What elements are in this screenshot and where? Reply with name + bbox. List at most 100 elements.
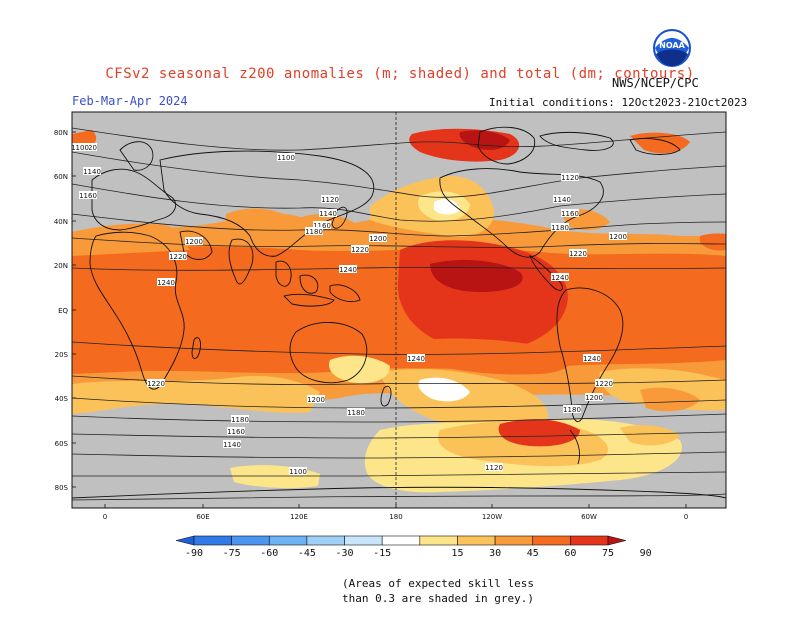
colorbar-arrow-right xyxy=(607,535,627,546)
svg-text:1180: 1180 xyxy=(231,416,249,424)
colorbar-label: -75 xyxy=(223,548,241,559)
svg-text:1240: 1240 xyxy=(339,266,357,274)
svg-text:1240: 1240 xyxy=(407,355,425,363)
colorbar-label: -45 xyxy=(298,548,316,559)
svg-text:1240: 1240 xyxy=(551,274,569,282)
lat-tick-label: 40N xyxy=(54,218,68,226)
lat-tick-label: EQ xyxy=(58,307,68,315)
skill-note-line-2: than 0.3 are shaded in grey.) xyxy=(341,592,535,605)
colorbar-label: 90 xyxy=(640,548,652,559)
contour-label: 1120 xyxy=(321,195,339,204)
season-label: Feb-Mar-Apr 2024 xyxy=(72,94,188,108)
colorbar-label: 30 xyxy=(489,548,501,559)
svg-text:1120: 1120 xyxy=(485,464,503,472)
lon-tick-label: 120E xyxy=(290,513,308,521)
noaa-logo: NOAA xyxy=(651,27,693,69)
contour-label: 1200 xyxy=(307,395,325,404)
svg-text:1200: 1200 xyxy=(369,235,387,243)
lon-tick-label: 60W xyxy=(581,513,597,521)
svg-text:1180: 1180 xyxy=(551,224,569,232)
svg-text:1180: 1180 xyxy=(305,228,323,236)
colorbar-segment xyxy=(532,535,571,546)
contour-label: 1100 xyxy=(277,153,295,162)
contour-label: 1160 xyxy=(561,209,579,218)
svg-text:1140: 1140 xyxy=(553,196,571,204)
contour-label: 1140 xyxy=(319,209,337,218)
svg-text:1220: 1220 xyxy=(351,246,369,254)
svg-text:1240: 1240 xyxy=(157,279,175,287)
svg-text:1200: 1200 xyxy=(609,233,627,241)
contour-label: 1140 xyxy=(553,195,571,204)
svg-text:1100: 1100 xyxy=(71,144,89,152)
contour-label: 1200 xyxy=(185,237,203,246)
colorbar-label: -30 xyxy=(336,548,354,559)
svg-text:1160: 1160 xyxy=(561,210,579,218)
colorbar-segment xyxy=(268,535,308,546)
skill-note-line-1: (Areas of expected skill less xyxy=(341,577,535,590)
colorbar-label: 45 xyxy=(527,548,539,559)
lat-tick-label: 80S xyxy=(55,484,69,492)
contour-label: 1160 xyxy=(313,221,331,230)
svg-text:1140: 1140 xyxy=(319,210,337,218)
colorbar-segment xyxy=(570,535,609,546)
height-contours xyxy=(72,127,726,501)
contour-label: 1120 xyxy=(561,173,579,182)
svg-text:1160: 1160 xyxy=(79,192,97,200)
contour-label: 1180 xyxy=(551,223,569,232)
initial-conditions-label: Initial conditions: 12Oct2023-21Oct2023 xyxy=(489,96,748,109)
svg-text:1220: 1220 xyxy=(147,380,165,388)
longitude-axis: 0 60E 120E 180 120W 60W 0 xyxy=(103,504,688,521)
contour-label: 1240 xyxy=(407,354,425,363)
contour-label: 1200 xyxy=(609,232,627,241)
colorbar-segment xyxy=(193,535,232,546)
colorbar-label: 75 xyxy=(602,548,614,559)
svg-text:1160: 1160 xyxy=(227,428,245,436)
contour-label: 1140 xyxy=(223,440,241,449)
colorbar-label: 60 xyxy=(564,548,576,559)
svg-text:1200: 1200 xyxy=(185,238,203,246)
lat-tick-label: 80N xyxy=(54,129,68,137)
colorbar-segment xyxy=(419,535,458,546)
colorbar-segment xyxy=(494,535,534,546)
colorbar-label: -15 xyxy=(373,548,391,559)
svg-text:1220: 1220 xyxy=(595,380,613,388)
svg-text:1200: 1200 xyxy=(307,396,325,404)
contour-label: 1180 xyxy=(563,405,581,414)
lon-tick-label: 60E xyxy=(196,513,209,521)
svg-text:1180: 1180 xyxy=(563,406,581,414)
colorbar-segment xyxy=(381,535,421,546)
colorbar-segment xyxy=(457,535,496,546)
colorbar-label: -90 xyxy=(185,548,203,559)
colorbar-label: -60 xyxy=(260,548,278,559)
svg-text:1180: 1180 xyxy=(347,409,365,417)
colorbar-segment xyxy=(306,535,345,546)
svg-text:1140: 1140 xyxy=(223,441,241,449)
colorbar-segment xyxy=(231,535,270,546)
contour-label: 1100 xyxy=(289,467,307,476)
colorbar-segment xyxy=(344,535,383,546)
svg-text:1100: 1100 xyxy=(289,468,307,476)
lon-tick-label: 180 xyxy=(389,513,402,521)
agency-label: NWS/NCEP/CPC xyxy=(612,76,699,90)
contour-label: 1180 xyxy=(305,227,323,236)
lat-tick-label: 60N xyxy=(54,173,68,181)
contour-label: 1180 xyxy=(231,415,249,424)
contour-label: 1160 xyxy=(79,191,97,200)
colorbar: -90 -75 -60 -45 -30 -15 15 30 45 60 75 90 xyxy=(175,535,652,559)
contour-label: 1220 xyxy=(569,249,587,258)
colorbar-label: 15 xyxy=(451,548,463,559)
contour-label: 1200 xyxy=(369,234,387,243)
colorbar-arrow-left xyxy=(175,535,195,546)
contour-label: 1220 xyxy=(595,379,613,388)
lat-tick-label: 60S xyxy=(55,440,69,448)
map-panel: 1120110011401160112011401160118012001220… xyxy=(71,112,726,508)
figure-title: CFSv2 seasonal z200 anomalies (m; shaded… xyxy=(105,66,695,82)
svg-text:1120: 1120 xyxy=(321,196,339,204)
latitude-axis: 80N 60N 40N 20N EQ 20S 40S 60S 80S xyxy=(54,129,76,492)
lon-tick-label: 0 xyxy=(103,513,107,521)
svg-text:1100: 1100 xyxy=(277,154,295,162)
lon-tick-label: 120W xyxy=(482,513,502,521)
lat-tick-label: 40S xyxy=(55,395,69,403)
contour-labels: 1120110011401160112011401160118012001220… xyxy=(71,143,627,476)
